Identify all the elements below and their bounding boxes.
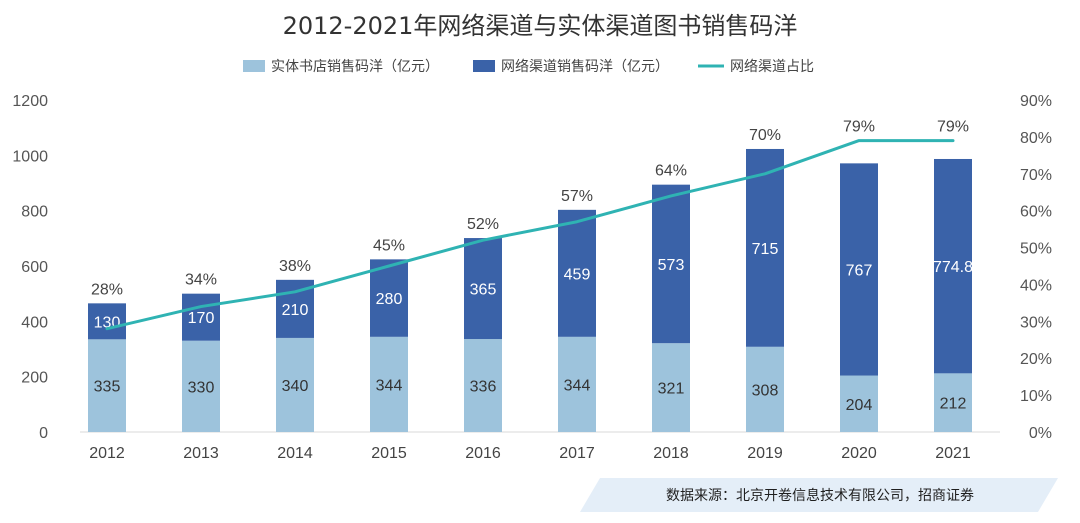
bar-physical — [370, 336, 408, 432]
share-label: 34% — [185, 272, 217, 289]
bar-label-online: 715 — [752, 241, 779, 258]
y-right-tick-label: 0% — [1029, 425, 1052, 442]
x-tick-label: 2015 — [371, 445, 407, 462]
bar-label-physical: 344 — [564, 377, 591, 394]
bar-online — [746, 148, 784, 347]
pct-labels: 28% 34% 38% 45% 52% 57% 64% 70% 79% 79% — [91, 119, 969, 299]
legend-label-online-share: 网络渠道占比 — [730, 59, 814, 75]
share-line — [105, 139, 955, 331]
bar-label-online: 210 — [282, 302, 309, 319]
source-text: 数据来源：北京开卷信息技术有限公司，招商证券 — [666, 487, 974, 504]
y-left-tick-label: 800 — [21, 204, 48, 221]
bar-online — [840, 163, 878, 376]
bar-online — [370, 259, 408, 337]
share-label: 64% — [655, 163, 687, 180]
share-label: 57% — [561, 188, 593, 205]
bar-label-physical: 308 — [752, 382, 779, 399]
y-right-tick-label: 90% — [1020, 93, 1052, 110]
share-label: 79% — [843, 119, 875, 136]
y-right-tick-label: 70% — [1020, 167, 1052, 184]
x-tick-label: 2013 — [183, 445, 219, 462]
share-label: 79% — [937, 119, 969, 136]
bars — [88, 148, 972, 432]
legend-swatch-online — [473, 60, 495, 72]
chart-title: 2012-2021年网络渠道与实体渠道图书销售码洋 — [283, 12, 798, 40]
y-left-tick-label: 600 — [21, 259, 48, 276]
bar-physical — [464, 339, 502, 432]
bar-physical — [934, 373, 972, 432]
y-axis-left: 0 200 400 600 800 1000 1200 — [12, 93, 48, 442]
y-axis-right: 0% 10% 20% 30% 40% 50% 60% 70% 80% 90% — [1020, 93, 1052, 442]
y-right-tick-label: 30% — [1020, 314, 1052, 331]
x-tick-label: 2020 — [841, 445, 877, 462]
legend: 实体书店销售码洋（亿元） 网络渠道销售码洋（亿元） 网络渠道占比 — [243, 59, 814, 75]
y-left-tick-label: 0 — [39, 425, 48, 442]
share-label: 38% — [279, 258, 311, 275]
bar-online — [182, 293, 220, 341]
bar-physical — [652, 343, 690, 432]
bar-label-online: 459 — [564, 266, 591, 283]
share-label: 52% — [467, 216, 499, 233]
bar-label-physical: 340 — [282, 378, 309, 395]
bar-online — [88, 303, 126, 340]
x-tick-label: 2021 — [935, 445, 971, 462]
source-box: 数据来源：北京开卷信息技术有限公司，招商证券 — [580, 478, 1058, 512]
share-label: 28% — [91, 281, 123, 298]
legend-label-online: 网络渠道销售码洋（亿元） — [501, 59, 669, 75]
y-right-tick-label: 50% — [1020, 241, 1052, 258]
x-tick-label: 2016 — [465, 445, 501, 462]
y-left-tick-label: 400 — [21, 314, 48, 331]
bar-online — [934, 158, 972, 374]
bar-label-online: 767 — [846, 262, 873, 279]
x-tick-label: 2017 — [559, 445, 595, 462]
bar-online — [464, 238, 502, 340]
share-label: 70% — [749, 127, 781, 144]
bar-label-physical: 336 — [470, 379, 497, 396]
bar-label-online: 280 — [376, 291, 403, 308]
y-right-tick-label: 20% — [1020, 351, 1052, 368]
bar-label-online: 365 — [470, 282, 497, 299]
bar-physical — [558, 336, 596, 432]
bar-label-online: 170 — [188, 310, 215, 327]
bar-physical — [276, 337, 314, 432]
legend-label-physical: 实体书店销售码洋（亿元） — [271, 59, 439, 75]
bar-physical — [88, 339, 126, 432]
bar-label-online: 774.8 — [933, 259, 973, 276]
bar-label-physical: 204 — [846, 397, 873, 414]
y-right-tick-label: 60% — [1020, 204, 1052, 221]
bar-online — [652, 184, 690, 344]
bar-label-physical: 321 — [658, 381, 685, 398]
bar-label-online: 573 — [658, 257, 685, 274]
y-right-tick-label: 10% — [1020, 388, 1052, 405]
x-tick-label: 2012 — [89, 445, 125, 462]
x-axis: 2012 2013 2014 2015 2016 2017 2018 2019 2020 2021 — [89, 445, 971, 462]
y-right-tick-label: 40% — [1020, 277, 1052, 294]
bar-physical — [182, 340, 220, 432]
y-right-tick-label: 80% — [1020, 130, 1052, 147]
bar-label-physical: 335 — [94, 379, 121, 396]
y-left-tick-label: 200 — [21, 370, 48, 387]
x-tick-label: 2014 — [277, 445, 313, 462]
legend-swatch-physical — [243, 60, 265, 72]
bar-online — [558, 209, 596, 337]
y-left-tick-label: 1200 — [12, 93, 48, 110]
share-line-group — [105, 139, 955, 331]
bar-physical — [840, 375, 878, 432]
y-left-tick-label: 1000 — [12, 148, 48, 165]
bar-labels: 3351303301703402103442803363653444593215… — [94, 241, 973, 414]
bar-physical — [746, 346, 784, 432]
bar-label-physical: 212 — [940, 396, 967, 413]
bar-label-physical: 330 — [188, 379, 215, 396]
source-background — [580, 478, 1058, 512]
x-tick-label: 2019 — [747, 445, 783, 462]
share-label: 45% — [373, 237, 405, 254]
bar-label-physical: 344 — [376, 377, 403, 394]
x-tick-label: 2018 — [653, 445, 689, 462]
